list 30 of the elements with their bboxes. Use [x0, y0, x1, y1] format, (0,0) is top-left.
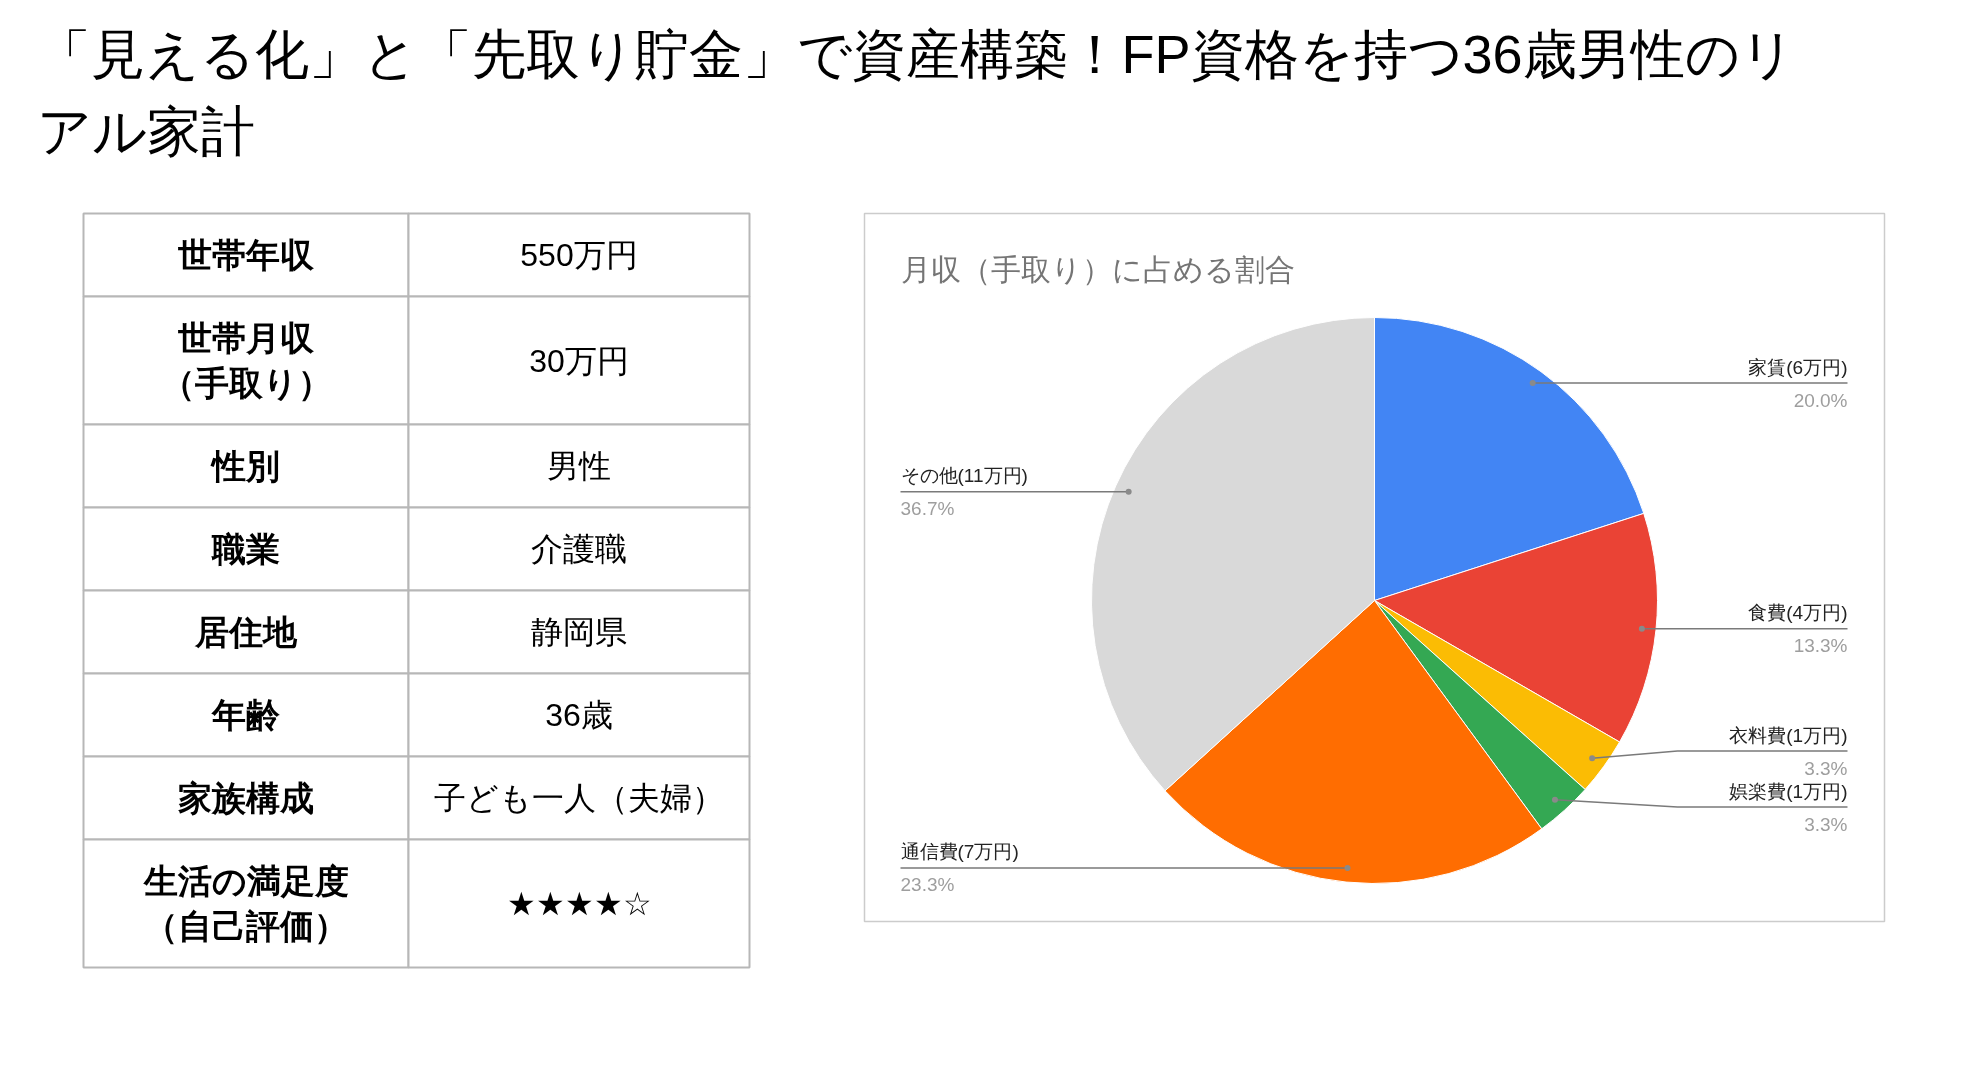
slice-label: 家賃(6万円)	[1748, 356, 1848, 378]
text: 36歳	[545, 697, 613, 733]
category-label: 世帯月収（手取り）	[160, 319, 332, 402]
category-label: 世帯年収	[177, 236, 315, 274]
text: 「見える化」と「先取り貯金」で資産構築！FP資格を持つ36歳男性のリアル家計	[36, 23, 1795, 161]
data-label: 13.3%	[1793, 635, 1848, 657]
data-label: 3.3%	[1804, 813, 1848, 835]
data-label: 23.3%	[900, 874, 955, 896]
data-label: 20.0%	[1793, 389, 1848, 411]
text: ★★★★☆	[506, 885, 652, 922]
category-label: 性別	[210, 447, 280, 485]
category-label: 職業	[211, 530, 280, 568]
text: 静岡県	[531, 614, 627, 650]
slice-label: 通信費(7万円)	[900, 841, 1019, 863]
slice-label: 娯楽費(1万円)	[1729, 780, 1848, 802]
text: 30万円	[529, 342, 629, 379]
text: 子ども一人（夫婦）	[434, 780, 724, 816]
slice-label: 食費(4万円)	[1748, 602, 1848, 624]
category-label: 生活の満足度（自己評価）	[142, 862, 349, 945]
slice-label: その他(11万円)	[900, 465, 1028, 487]
data-label: 36.7%	[900, 498, 955, 520]
chart-title: 月収（手取り）に占める割合	[900, 253, 1295, 286]
text: 男性	[547, 448, 611, 484]
category-label: 家族構成	[178, 779, 314, 817]
category-label: 年齢	[211, 696, 280, 734]
category-label: 居住地	[194, 613, 298, 651]
text: 550万円	[520, 237, 638, 273]
data-label: 3.3%	[1804, 757, 1848, 779]
text: 介護職	[531, 531, 627, 567]
slice-label: 衣料費(1万円)	[1729, 724, 1848, 746]
